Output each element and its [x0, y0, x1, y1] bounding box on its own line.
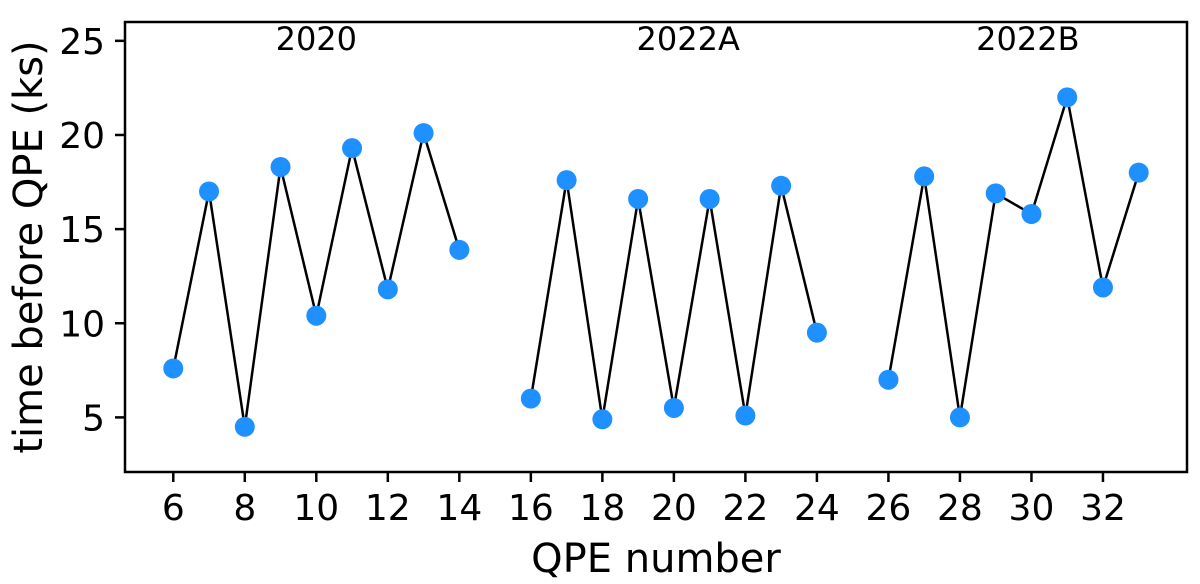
data-point [699, 188, 720, 209]
data-point [1021, 204, 1042, 225]
x-tick-label: 20 [651, 488, 697, 529]
data-point [663, 397, 684, 418]
data-point [1092, 277, 1113, 298]
x-tick-label: 14 [436, 488, 482, 529]
data-point [1057, 87, 1078, 108]
y-tick-label: 25 [59, 22, 105, 63]
data-point [1128, 162, 1149, 183]
x-tick-label: 24 [794, 488, 840, 529]
data-point [985, 183, 1006, 204]
x-tick-label: 6 [162, 488, 185, 529]
data-point [306, 305, 327, 326]
y-tick-label: 5 [82, 398, 105, 439]
data-point [914, 166, 935, 187]
y-axis-title: time before QPE (ks) [6, 40, 52, 453]
data-point [878, 369, 899, 390]
x-tick-label: 26 [866, 488, 912, 529]
y-tick-label: 10 [59, 304, 105, 345]
x-tick-label: 16 [508, 488, 554, 529]
data-point [234, 416, 255, 437]
plot-border [123, 20, 1189, 474]
series-line [887, 96, 1140, 419]
y-tick-label: 20 [59, 116, 105, 157]
x-tick-label: 18 [579, 488, 625, 529]
data-point [199, 181, 220, 202]
data-point [449, 239, 470, 260]
data-point [270, 156, 291, 177]
data-point [949, 407, 970, 428]
x-tick-label: 12 [365, 488, 411, 529]
plot-area: 6 8 10 12 14 16 18 20 22 24 26 28 30 32 5 10 15 20 25 2020 2… [59, 20, 1189, 529]
series-annotation: 2020 [276, 20, 357, 58]
series-annotation: 2022B [976, 20, 1079, 58]
x-tick-label: 32 [1080, 488, 1126, 529]
data-point [592, 409, 613, 430]
x-tick-label: 10 [293, 488, 339, 529]
data-point [342, 138, 363, 159]
series-annotation: 2022A [637, 20, 740, 58]
data-point [163, 358, 184, 379]
y-tick-label: 15 [59, 210, 105, 251]
data-point [520, 388, 541, 409]
x-axis-title: QPE number [531, 536, 781, 582]
data-point [556, 170, 577, 191]
x-tick-label: 8 [233, 488, 256, 529]
x-tick-label: 22 [722, 488, 768, 529]
data-point [735, 405, 756, 426]
data-point [806, 322, 827, 343]
x-tick-label: 30 [1009, 488, 1055, 529]
data-point [771, 175, 792, 196]
data-point [628, 188, 649, 209]
series-line [172, 131, 461, 429]
series-line [529, 178, 819, 421]
data-point [413, 123, 434, 144]
x-tick-label: 28 [937, 488, 983, 529]
data-point [377, 279, 398, 300]
